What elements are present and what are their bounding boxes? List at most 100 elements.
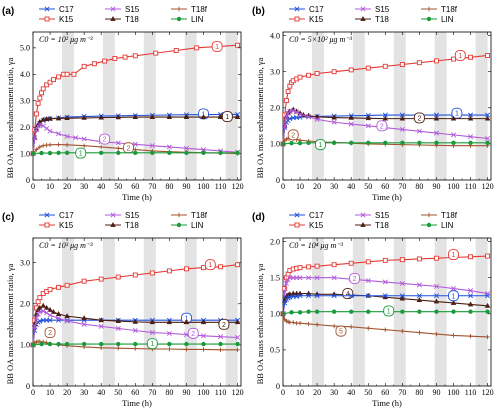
legend-marker [44, 6, 50, 12]
badge-box [99, 133, 111, 145]
data-point [365, 65, 371, 71]
data-point [485, 309, 490, 314]
badge-box [448, 290, 459, 302]
badge-box [44, 327, 56, 339]
data-point [314, 309, 320, 314]
data-point [484, 302, 491, 308]
data-point [289, 310, 294, 315]
shaded-interval [225, 32, 238, 180]
y-tick-label: 1.0 [270, 140, 280, 149]
series-s15: 2 [30, 121, 241, 157]
data-point [485, 334, 490, 340]
data-point [39, 150, 44, 156]
x-tick-label: 30 [330, 182, 338, 191]
data-point [64, 282, 70, 288]
legend-label: S15 [375, 5, 390, 14]
data-point [400, 140, 405, 146]
data-point [451, 333, 456, 338]
data-point [37, 144, 43, 150]
data-point [194, 45, 200, 51]
data-point [234, 319, 241, 325]
legend-item-k15: K15 [39, 221, 74, 230]
legend-label: S15 [125, 5, 140, 14]
x-tick-label: 0 [31, 388, 35, 397]
series-badge: 1 [315, 139, 326, 151]
data-point [348, 121, 354, 127]
data-point [331, 293, 337, 299]
legend-label: T18 [125, 221, 139, 230]
legend-item-k15: K15 [39, 15, 74, 24]
legend-label: C17 [309, 211, 324, 220]
legend-item-t18f: T18f [171, 211, 208, 220]
data-point [40, 86, 46, 92]
x-tick-label: 60 [381, 182, 389, 191]
data-point [291, 320, 296, 325]
legend-item-lin: LIN [421, 221, 454, 230]
x-tick-label: 90 [182, 182, 190, 191]
legend-label: K15 [309, 221, 324, 230]
data-point [200, 114, 207, 119]
badge-box [376, 120, 388, 132]
data-point [64, 318, 70, 324]
data-point [98, 276, 104, 282]
data-point [331, 140, 337, 146]
data-point [132, 53, 138, 59]
data-point [366, 140, 371, 146]
badge-label: 2 [353, 276, 357, 283]
badge-label: 1 [208, 262, 212, 269]
series-s15: 2 [30, 308, 241, 348]
x-tick-label: 0 [31, 182, 35, 191]
data-point [55, 311, 62, 316]
data-point [64, 142, 70, 148]
legend-item-t18: T18 [355, 15, 389, 24]
data-point [485, 135, 491, 142]
data-point [149, 319, 156, 325]
data-point [33, 315, 39, 321]
legend-item-s15: S15 [105, 5, 140, 14]
data-point [365, 293, 371, 299]
badge-box [287, 129, 299, 141]
data-point [81, 114, 87, 120]
x-tick-label: 10 [296, 182, 304, 191]
legend-marker [294, 212, 300, 218]
series-badge: 2 [287, 129, 299, 141]
legend-marker [44, 212, 50, 218]
badge-box [75, 147, 87, 159]
data-point [416, 293, 422, 299]
y-axis-title: BB OA mass enhancement ratio, γa [5, 263, 15, 384]
data-point [365, 115, 371, 121]
series-c17: 1 [30, 312, 241, 348]
data-point [201, 341, 206, 347]
data-point [306, 264, 312, 270]
data-point [314, 116, 320, 122]
y-axis-title: BB OA mass enhancement ratio, γa [255, 57, 265, 178]
data-point [132, 327, 138, 334]
data-point [43, 116, 50, 122]
x-tick-label: 40 [347, 182, 355, 191]
data-point [149, 114, 156, 119]
legend-item-t18f: T18f [421, 5, 458, 14]
x-tick-label: 120 [232, 388, 244, 397]
badge-box [383, 305, 395, 317]
data-point [400, 309, 405, 314]
legend-item-c17: C17 [289, 5, 324, 14]
data-point [399, 126, 405, 132]
x-tick-label: 70 [148, 388, 156, 397]
x-tick-label: 70 [148, 182, 156, 191]
legend-label: C17 [309, 5, 324, 14]
data-point [30, 151, 36, 156]
data-point [112, 55, 118, 61]
data-point [280, 141, 286, 147]
data-point [468, 112, 474, 118]
data-point [434, 331, 439, 337]
data-point [297, 310, 303, 315]
data-point [47, 341, 53, 347]
data-point [133, 150, 138, 155]
data-point [81, 63, 87, 69]
data-point [451, 309, 456, 314]
data-point [314, 113, 320, 119]
series-badge: 1 [454, 50, 466, 61]
x-tick-label: 100 [197, 182, 209, 191]
data-point [467, 301, 474, 307]
